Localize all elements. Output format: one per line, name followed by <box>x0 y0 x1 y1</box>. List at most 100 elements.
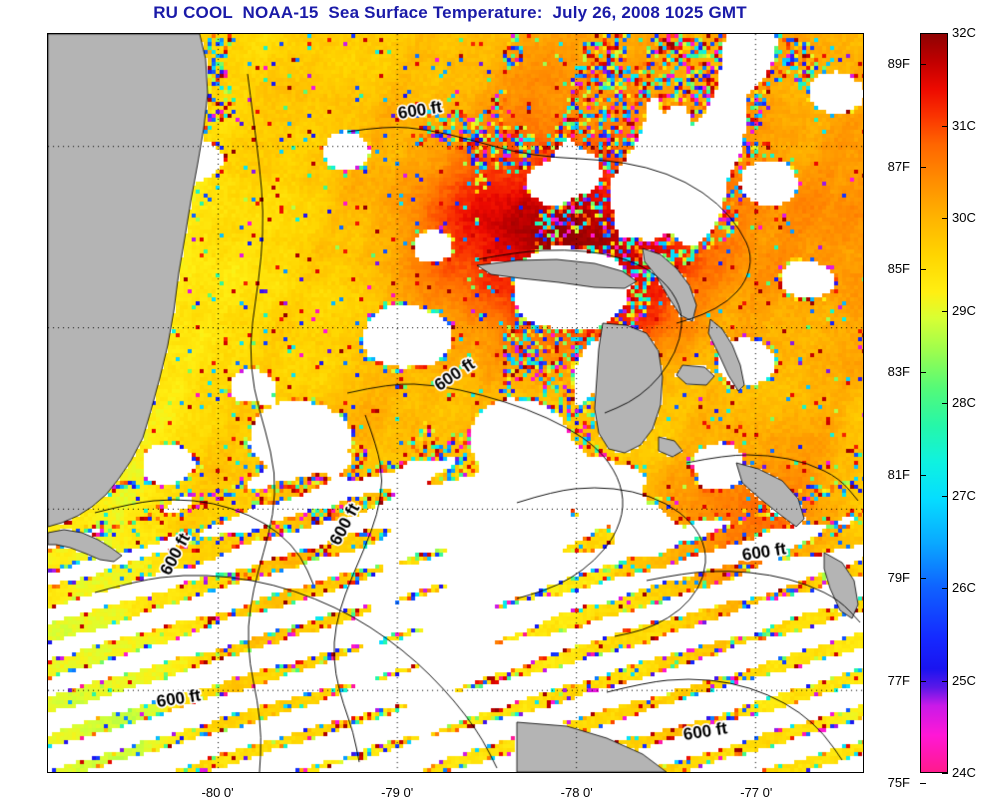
axis-tick <box>174 33 175 34</box>
axis-tick <box>219 33 220 34</box>
axis-tick <box>263 33 264 34</box>
axis-tick <box>863 238 864 239</box>
axis-tick <box>757 772 758 773</box>
colorbar-tick-fahrenheit <box>920 680 926 682</box>
axis-tick <box>47 192 48 193</box>
axis-tick <box>219 772 220 773</box>
axis-tick <box>712 772 713 773</box>
axis-tick <box>47 147 48 148</box>
colorbar-label-fahrenheit: 83F <box>887 364 910 380</box>
colorbar-label-fahrenheit: 77F <box>887 672 910 688</box>
axis-tick <box>847 33 848 34</box>
axis-tick <box>488 33 489 34</box>
colorbar-label-celsius: 26C <box>952 580 976 595</box>
axis-tick <box>863 192 864 193</box>
axis-tick <box>863 692 864 693</box>
axis-tick <box>47 556 48 557</box>
axis-tick <box>863 738 864 739</box>
colorbar: 32C 31C 30C 29C 28C 27C 26C 25C 24C 89F 87F 85F 83F 8… <box>888 25 976 790</box>
axis-tick <box>863 147 864 148</box>
colorbar-label-fahrenheit: 87F <box>887 158 910 174</box>
axis-tick <box>488 772 489 773</box>
sst-map-panel[interactable] <box>47 33 864 773</box>
colorbar-tick-celsius <box>942 680 948 682</box>
axis-tick <box>129 772 130 773</box>
x-axis-label: -80 0' <box>201 785 234 800</box>
colorbar-tick-fahrenheit <box>920 372 926 374</box>
axis-tick <box>863 101 864 102</box>
x-axis-label: -79 0' <box>381 785 414 800</box>
axis-tick <box>47 465 48 466</box>
colorbar-tick-celsius <box>942 33 948 34</box>
axis-tick <box>847 772 848 773</box>
axis-tick <box>47 419 48 420</box>
axis-tick <box>863 329 864 330</box>
axis-tick <box>863 465 864 466</box>
axis-tick <box>802 33 803 34</box>
axis-tick <box>47 238 48 239</box>
colorbar-label-celsius: 25C <box>952 672 976 688</box>
axis-tick <box>623 33 624 34</box>
axis-tick <box>47 56 48 57</box>
colorbar-tick-celsius <box>942 588 948 589</box>
axis-tick <box>47 738 48 739</box>
axis-tick <box>84 33 85 34</box>
colorbar-label-celsius: 31C <box>952 117 976 133</box>
axis-tick <box>667 772 668 773</box>
colorbar-label-fahrenheit: 89F <box>887 55 910 71</box>
axis-tick <box>308 33 309 34</box>
axis-tick <box>443 33 444 34</box>
colorbar-tick-celsius <box>942 218 948 219</box>
axis-tick <box>667 33 668 34</box>
axis-tick <box>263 772 264 773</box>
colorbar-tick-celsius <box>942 403 948 404</box>
colorbar-label-fahrenheit: 85F <box>887 261 910 277</box>
axis-tick <box>353 772 354 773</box>
axis-tick <box>398 772 399 773</box>
axis-tick <box>863 419 864 420</box>
axis-tick <box>712 33 713 34</box>
axis-tick <box>578 33 579 34</box>
colorbar-tick-celsius <box>942 125 948 127</box>
axis-tick <box>863 510 864 511</box>
colorbar-tick-fahrenheit <box>920 166 926 168</box>
axis-tick <box>802 772 803 773</box>
axis-tick <box>398 33 399 34</box>
axis-tick <box>623 772 624 773</box>
axis-tick <box>578 772 579 773</box>
x-axis-label: -78 0' <box>560 785 593 800</box>
axis-tick <box>47 374 48 375</box>
colorbar-label-celsius: 30C <box>952 210 976 225</box>
x-axis-label: -77 0' <box>740 785 773 800</box>
colorbar-label-celsius: 29C <box>952 302 976 318</box>
axis-tick <box>47 601 48 602</box>
axis-tick <box>863 601 864 602</box>
colorbar-tick-celsius <box>942 495 948 497</box>
axis-tick <box>863 374 864 375</box>
axis-tick <box>84 772 85 773</box>
colorbar-tick-fahrenheit <box>920 63 926 65</box>
colorbar-label-celsius: 28C <box>952 395 976 410</box>
axis-tick <box>863 56 864 57</box>
page-title: RU COOL NOAA-15 Sea Surface Temperature:… <box>153 3 747 22</box>
colorbar-tick-celsius <box>942 773 948 774</box>
colorbar-label-fahrenheit: 79F <box>887 569 910 585</box>
colorbar-label-celsius: 32C <box>952 25 976 40</box>
axis-tick <box>47 510 48 511</box>
sst-heatmap-canvas[interactable] <box>48 34 863 772</box>
axis-tick <box>533 33 534 34</box>
axis-tick <box>533 772 534 773</box>
colorbar-tick-fahrenheit <box>920 577 926 579</box>
axis-tick <box>47 692 48 693</box>
axis-tick <box>47 101 48 102</box>
colorbar-label-fahrenheit: 75F <box>887 775 910 791</box>
axis-tick <box>757 33 758 34</box>
colorbar-label-celsius: 24C <box>952 765 976 780</box>
axis-tick <box>174 772 175 773</box>
axis-tick <box>47 647 48 648</box>
axis-tick <box>443 772 444 773</box>
colorbar-label-fahrenheit: 81F <box>887 466 910 482</box>
axis-tick <box>863 647 864 648</box>
colorbar-tick-fahrenheit <box>920 783 926 785</box>
axis-tick <box>47 329 48 330</box>
